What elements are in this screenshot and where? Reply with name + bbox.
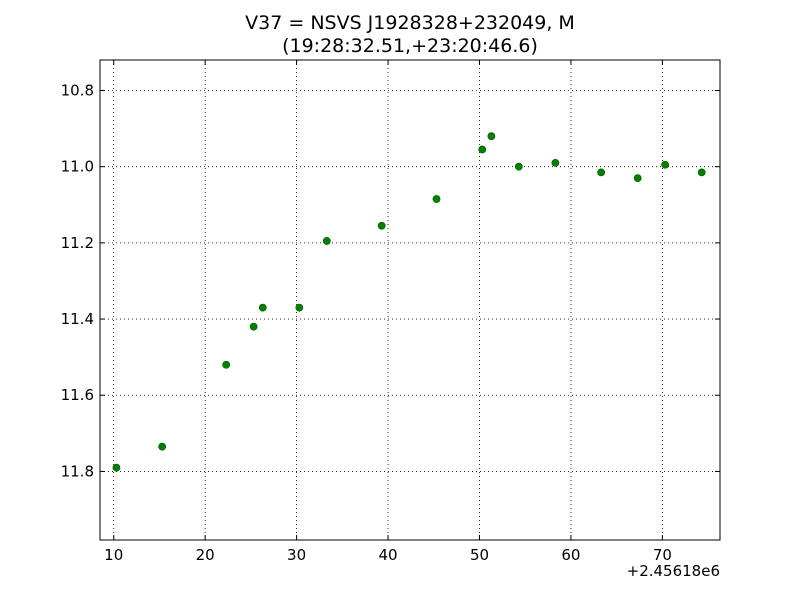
chart-title-line1: V37 = NSVS J1928328+232049, M [245,12,575,34]
y-tick-label: 11.0 [61,158,94,176]
axes: 10 20 30 40 50 60 70 10.8 11.0 11.2 11.4 11.6 11.8 [61,59,721,564]
y-tick-label: 11.4 [61,310,94,328]
data-point [158,442,167,451]
data-point [697,168,706,177]
data-point [633,174,642,182]
x-tick-label: 70 [653,546,672,564]
y-tick-label: 10.8 [61,81,94,99]
data-point [249,322,258,331]
y-tick-label: 11.2 [61,234,94,252]
data-point [487,132,496,141]
y-tick-label: 11.6 [61,386,94,404]
x-tick-label: 60 [561,546,580,564]
data-point [258,303,267,312]
data-point [377,221,386,230]
x-tick-label: 30 [287,546,306,564]
chart-title-line2: (19:28:32.51,+23:20:46.6) [282,35,538,57]
grid-lines [100,60,720,540]
x-tick-label: 10 [104,546,123,564]
data-point [432,195,441,203]
data-points [112,132,706,472]
data-point [661,160,670,169]
data-point [551,158,560,167]
data-point [597,168,606,177]
data-point [112,463,121,472]
plot-frame [99,59,721,541]
data-point [478,145,487,154]
x-tick-label: 20 [196,546,215,564]
y-tick-label: 11.8 [61,462,94,480]
x-tick-label: 50 [470,546,489,564]
data-point [222,360,231,369]
data-point [322,237,331,245]
x-tick-label: 40 [379,546,398,564]
data-point [514,162,523,171]
x-axis-offset-label: +2.45618e6 [627,562,720,580]
data-point [295,303,304,312]
